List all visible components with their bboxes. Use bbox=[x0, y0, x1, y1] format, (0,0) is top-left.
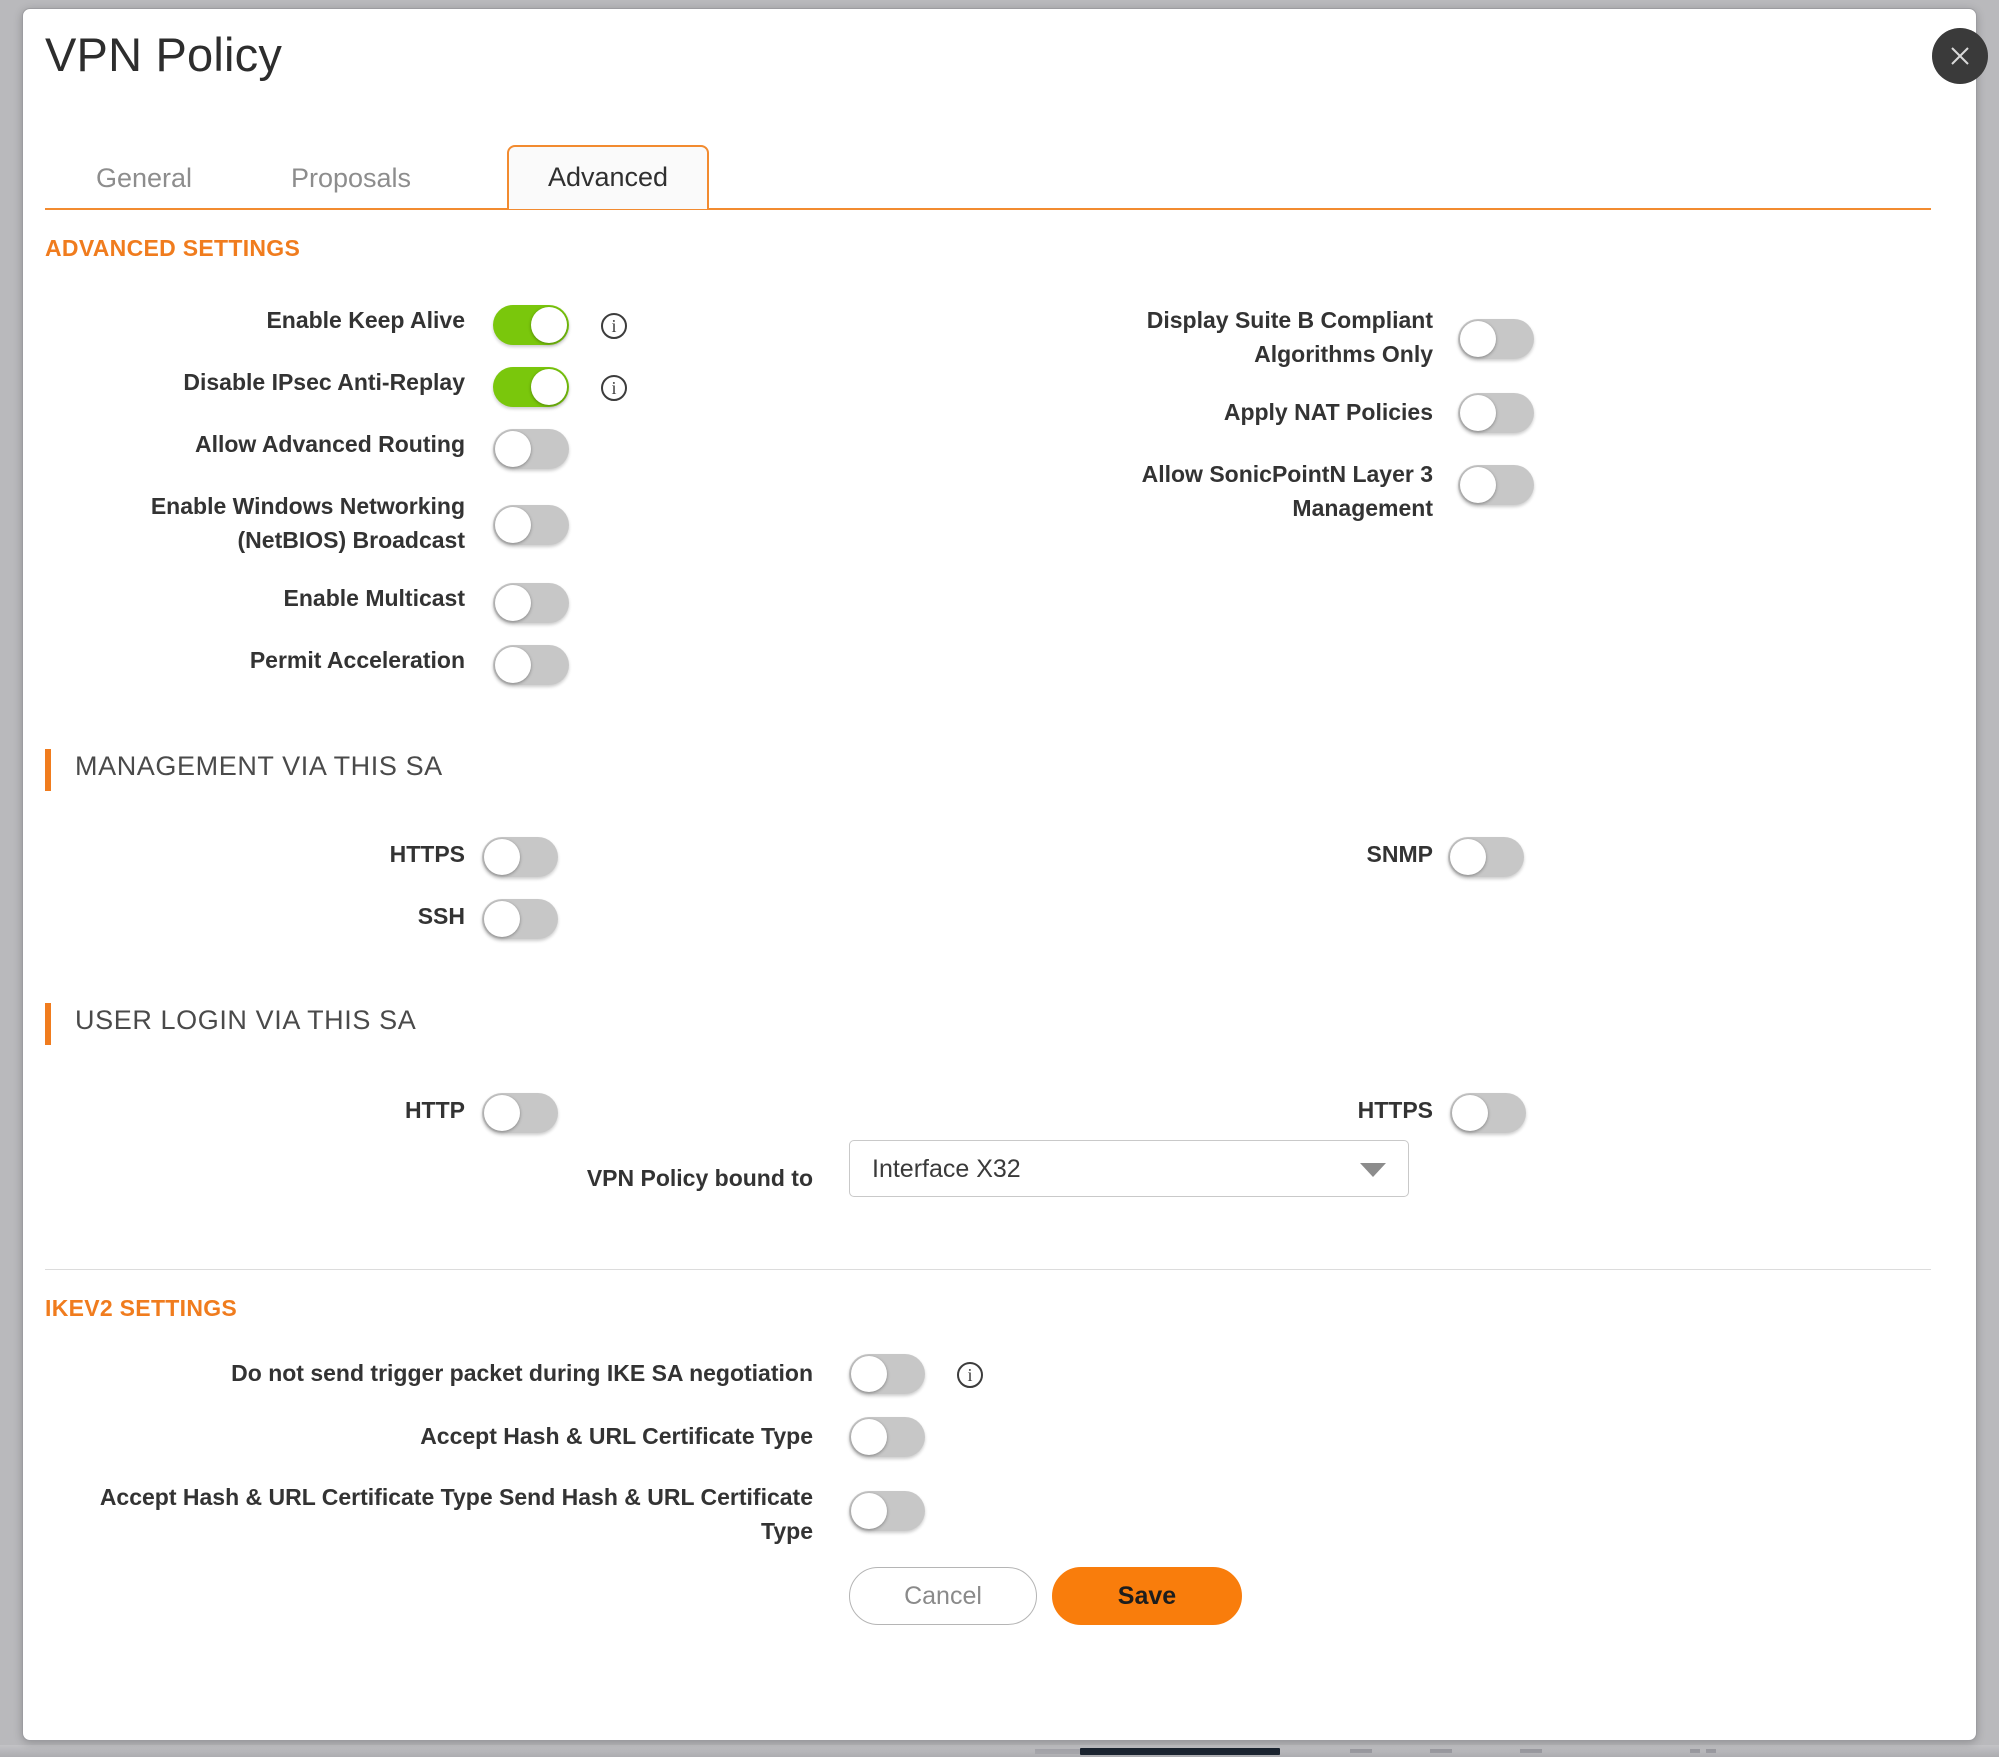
label-vpn-policy-bound-to: VPN Policy bound to bbox=[586, 1165, 813, 1191]
page-title: VPN Policy bbox=[45, 28, 283, 81]
toggle-management-ssh[interactable] bbox=[482, 899, 558, 939]
label-enable-keep-alive: Enable Keep Alive bbox=[266, 307, 465, 333]
label-management-ssh: SSH bbox=[417, 903, 465, 929]
toggle-knob bbox=[484, 1095, 520, 1131]
toggle-user-login-https[interactable] bbox=[1450, 1093, 1526, 1133]
label-accept-hash-url-certificate-type: Accept Hash & URL Certificate Type bbox=[420, 1423, 813, 1449]
section-accent-bar bbox=[45, 749, 51, 791]
vpn-policy-dialog: VPN Policy General Proposals Advanced AD… bbox=[22, 8, 1977, 1741]
toggle-knob bbox=[1450, 839, 1486, 875]
desktop-tick bbox=[1350, 1749, 1372, 1753]
tab-bar: General Proposals Advanced bbox=[23, 145, 1976, 209]
toggle-knob bbox=[495, 507, 531, 543]
advanced-settings-heading: ADVANCED SETTINGS bbox=[45, 235, 301, 261]
label-apply-nat-policies: Apply NAT Policies bbox=[1223, 399, 1433, 425]
desktop-taskbar-item bbox=[1080, 1748, 1280, 1755]
toggle-knob bbox=[484, 901, 520, 937]
section-divider bbox=[45, 1269, 1931, 1270]
toggle-knob bbox=[484, 839, 520, 875]
tab-underline bbox=[45, 208, 1931, 210]
toggle-disable-ipsec-anti-replay[interactable] bbox=[493, 367, 569, 407]
tab-general[interactable]: General bbox=[95, 163, 193, 193]
toggle-allow-sonicpointn-layer-3-management[interactable] bbox=[1458, 465, 1534, 505]
save-button[interactable]: Save bbox=[1052, 1567, 1242, 1625]
label-permit-acceleration: Permit Acceleration bbox=[249, 647, 465, 673]
toggle-apply-nat-policies[interactable] bbox=[1458, 393, 1534, 433]
toggle-do-not-send-trigger-packet[interactable] bbox=[849, 1354, 925, 1394]
desktop-tick bbox=[1430, 1749, 1452, 1753]
label-enable-windows-networking-netbios-broadcast: Enable Windows Networking (NetBIOS) Broa… bbox=[150, 493, 465, 553]
section-accent-bar bbox=[45, 1003, 51, 1045]
info-icon-disable-ipsec-anti-replay[interactable]: i bbox=[601, 375, 627, 401]
toggle-permit-acceleration[interactable] bbox=[493, 645, 569, 685]
info-icon-do-not-send-trigger-packet[interactable]: i bbox=[957, 1362, 983, 1388]
tab-advanced[interactable]: Advanced bbox=[507, 145, 709, 209]
toggle-knob bbox=[495, 585, 531, 621]
toggle-management-https[interactable] bbox=[482, 837, 558, 877]
vpn-policy-bound-to-value: Interface X32 bbox=[872, 1155, 1021, 1183]
label-disable-ipsec-anti-replay: Disable IPsec Anti-Replay bbox=[183, 369, 465, 395]
toggle-allow-advanced-routing[interactable] bbox=[493, 429, 569, 469]
cancel-button[interactable]: Cancel bbox=[849, 1567, 1037, 1625]
toggle-enable-multicast[interactable] bbox=[493, 583, 569, 623]
toggle-knob bbox=[1460, 395, 1496, 431]
vpn-policy-bound-to-select[interactable]: Interface X32 bbox=[849, 1140, 1409, 1197]
desktop-strip-segment bbox=[1035, 1749, 1080, 1754]
desktop-tick bbox=[1520, 1749, 1542, 1753]
toggle-user-login-http[interactable] bbox=[482, 1093, 558, 1133]
toggle-knob bbox=[531, 307, 567, 343]
toggle-knob bbox=[851, 1356, 887, 1392]
tab-proposals[interactable]: Proposals bbox=[290, 163, 412, 193]
toggle-knob bbox=[851, 1493, 887, 1529]
toggle-display-suite-b-compliant-algorithms-only[interactable] bbox=[1458, 319, 1534, 359]
toggle-knob bbox=[1452, 1095, 1488, 1131]
toggle-knob bbox=[1460, 467, 1496, 503]
label-user-login-http: HTTP bbox=[404, 1097, 465, 1123]
label-user-login-https: HTTPS bbox=[1357, 1097, 1433, 1123]
label-allow-sonicpointn-layer-3-management: Allow SonicPointN Layer 3 Management bbox=[1141, 461, 1433, 521]
label-management-snmp: SNMP bbox=[1366, 841, 1433, 867]
management-via-this-sa-title: MANAGEMENT VIA THIS SA bbox=[75, 751, 443, 781]
toggle-enable-windows-networking-netbios-broadcast[interactable] bbox=[493, 505, 569, 545]
ikev2-settings-heading: IKEV2 SETTINGS bbox=[45, 1295, 238, 1321]
info-icon-enable-keep-alive[interactable]: i bbox=[601, 313, 627, 339]
toggle-knob bbox=[851, 1419, 887, 1455]
toggle-enable-keep-alive[interactable] bbox=[493, 305, 569, 345]
desktop-strip bbox=[0, 1745, 1999, 1757]
user-login-via-this-sa-title: USER LOGIN VIA THIS SA bbox=[75, 1005, 417, 1035]
chevron-down-icon bbox=[1360, 1162, 1386, 1177]
label-accept-send-hash-url-certificate-type: Accept Hash & URL Certificate Type Send … bbox=[99, 1484, 813, 1544]
desktop-tick bbox=[1706, 1749, 1716, 1753]
toggle-knob bbox=[495, 647, 531, 683]
toggle-knob bbox=[1460, 321, 1496, 357]
toggle-accept-hash-url-certificate-type[interactable] bbox=[849, 1417, 925, 1457]
toggle-knob bbox=[531, 369, 567, 405]
label-enable-multicast: Enable Multicast bbox=[283, 585, 465, 611]
label-do-not-send-trigger-packet: Do not send trigger packet during IKE SA… bbox=[231, 1360, 813, 1386]
toggle-accept-send-hash-url-certificate-type[interactable] bbox=[849, 1491, 925, 1531]
close-icon[interactable] bbox=[1932, 28, 1988, 84]
toggle-management-snmp[interactable] bbox=[1448, 837, 1524, 877]
label-allow-advanced-routing: Allow Advanced Routing bbox=[194, 431, 465, 457]
label-management-https: HTTPS bbox=[389, 841, 465, 867]
toggle-knob bbox=[495, 431, 531, 467]
desktop-tick bbox=[1690, 1749, 1700, 1753]
label-display-suite-b-compliant-algorithms-only: Display Suite B Compliant Algorithms Onl… bbox=[1146, 307, 1433, 367]
